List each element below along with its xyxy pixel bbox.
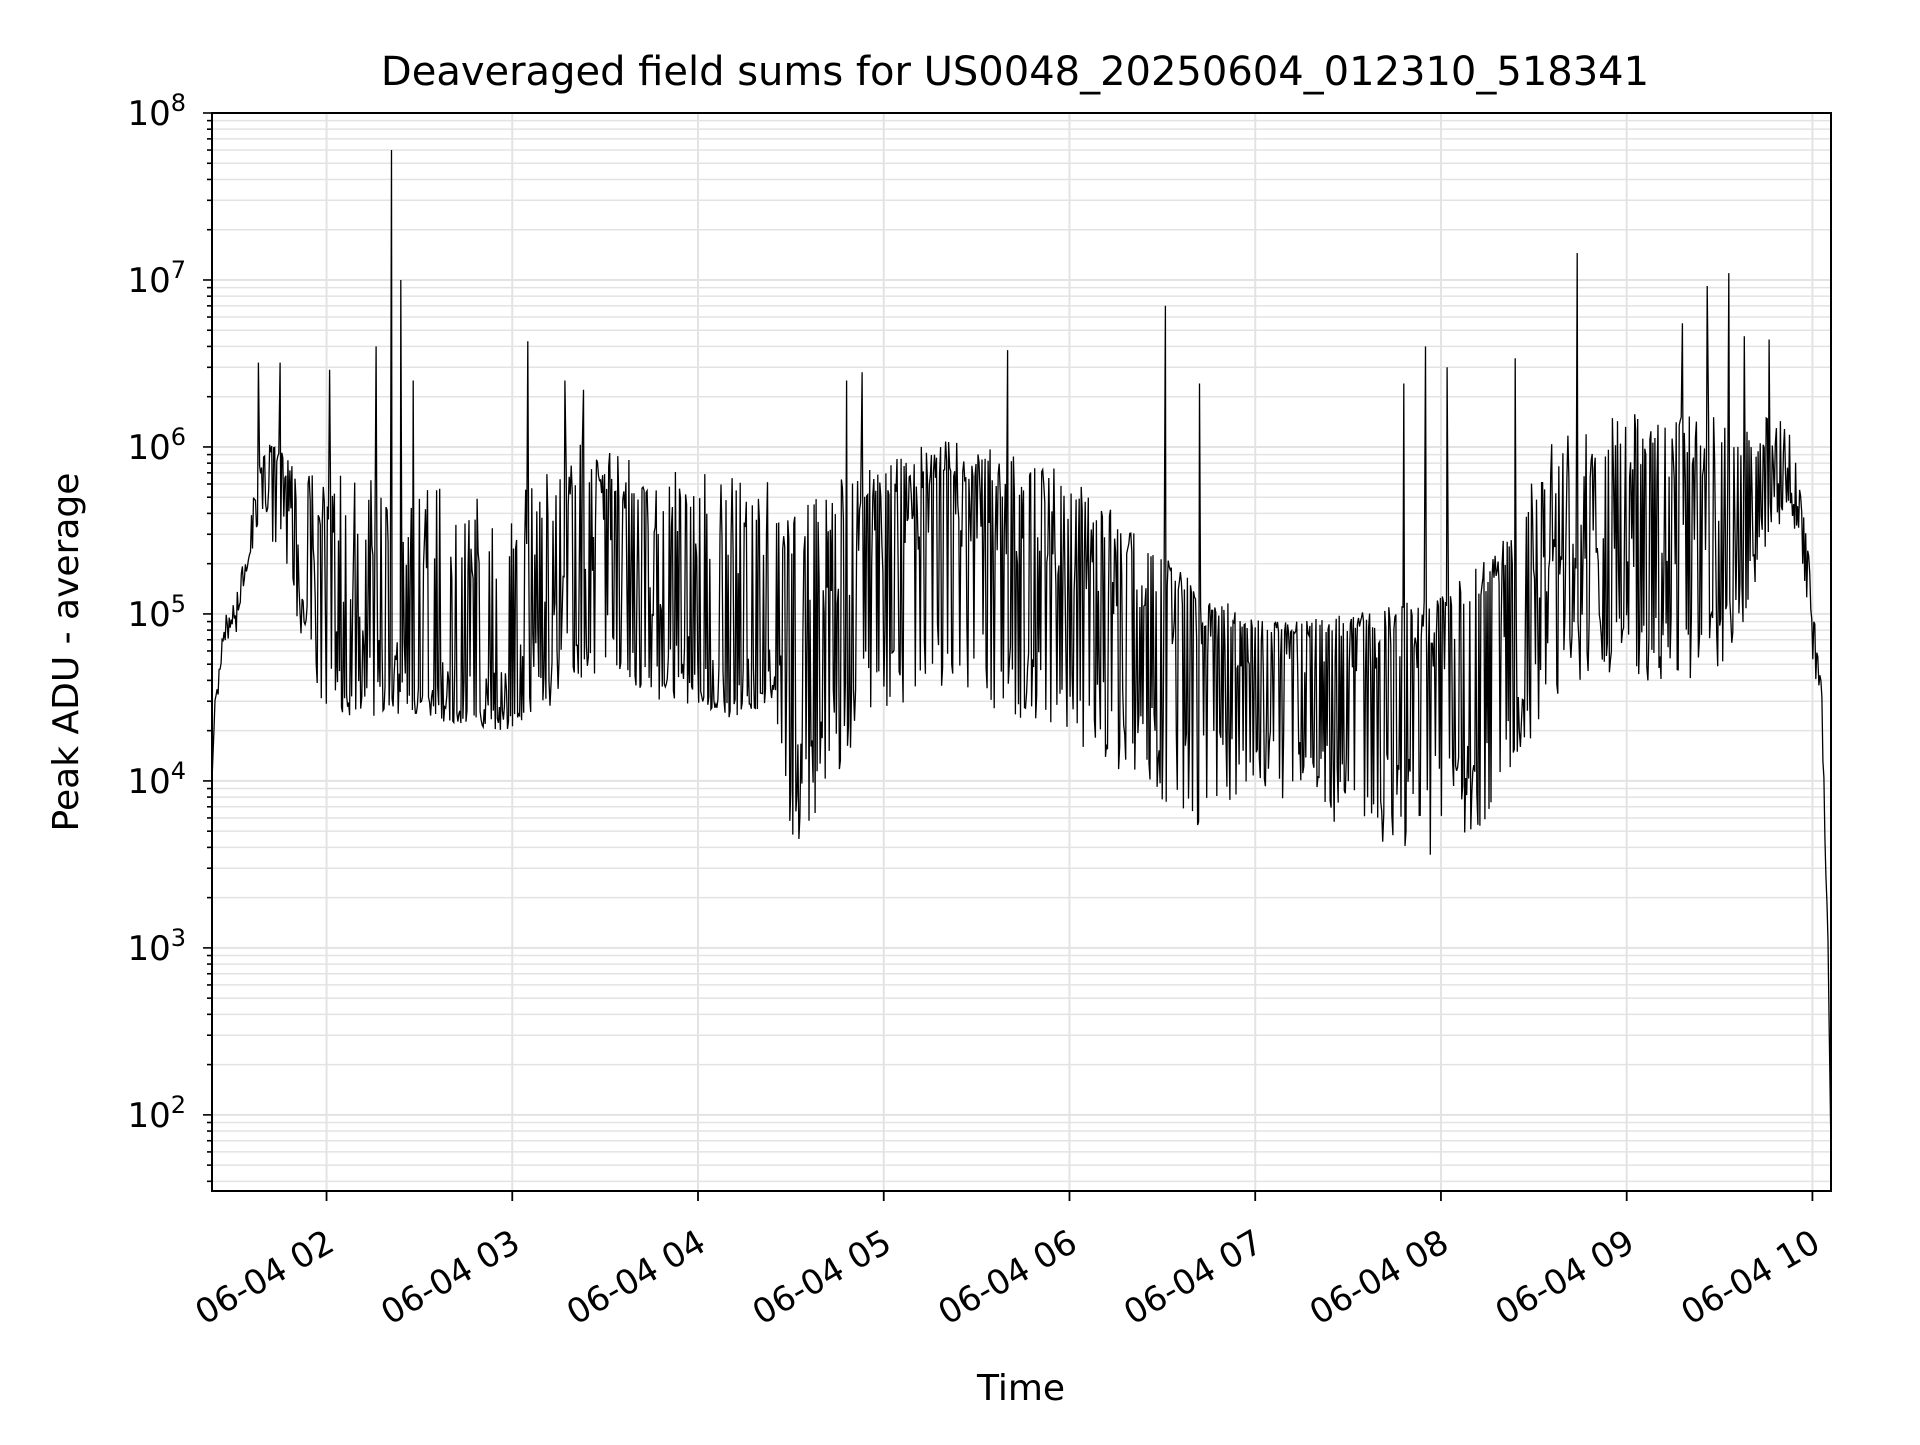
y-tick-label: 106 bbox=[127, 423, 186, 468]
y-tick-label: 108 bbox=[127, 89, 186, 134]
series-layer bbox=[211, 149, 1832, 1152]
y-tick-label-base: 10 bbox=[127, 428, 170, 468]
series-line bbox=[211, 149, 1832, 1152]
chart-title: Deaveraged field sums for US0048_2025060… bbox=[381, 49, 1649, 95]
y-tick-label-base: 10 bbox=[127, 1096, 170, 1136]
plot-area-frame bbox=[211, 112, 1832, 1192]
y-tick-label: 107 bbox=[127, 256, 186, 301]
y-tick-label: 102 bbox=[127, 1091, 186, 1136]
y-tick-label-exponent: 6 bbox=[171, 423, 186, 451]
y-tick-label-exponent: 2 bbox=[171, 1091, 186, 1119]
y-tick-label-base: 10 bbox=[127, 929, 170, 969]
y-tick-label: 105 bbox=[127, 590, 186, 635]
y-tick-label: 103 bbox=[127, 924, 186, 969]
y-tick-label-exponent: 5 bbox=[171, 590, 186, 618]
y-tick-label-base: 10 bbox=[127, 94, 170, 134]
y-tick-label-exponent: 7 bbox=[171, 256, 186, 284]
y-tick-label-exponent: 8 bbox=[171, 89, 186, 117]
y-tick-label: 104 bbox=[127, 757, 186, 802]
x-axis-label: Time bbox=[976, 1368, 1065, 1409]
y-tick-label-base: 10 bbox=[127, 595, 170, 635]
y-tick-label-base: 10 bbox=[127, 762, 170, 802]
y-tick-label-exponent: 3 bbox=[171, 924, 186, 952]
y-axis-label: Peak ADU - average bbox=[46, 473, 87, 832]
y-tick-label-base: 10 bbox=[127, 261, 170, 301]
y-tick-label-exponent: 4 bbox=[171, 757, 186, 785]
